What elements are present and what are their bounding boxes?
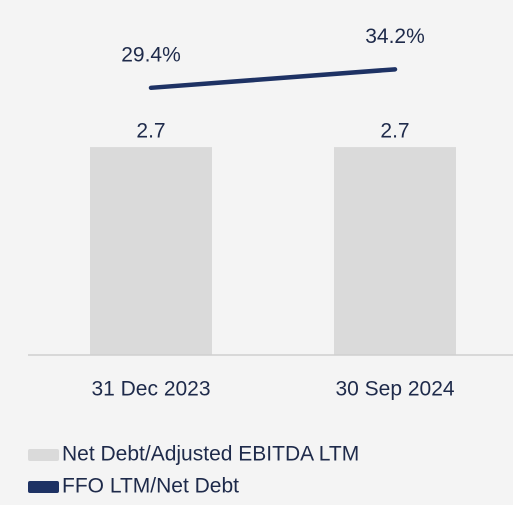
line bbox=[148, 67, 398, 91]
bar-value-label: 2.7 bbox=[380, 120, 409, 143]
line-value-label: 29.4% bbox=[121, 43, 181, 66]
x-tick-label: 30 Sep 2024 bbox=[335, 378, 454, 401]
x-tick-label: 31 Dec 2023 bbox=[91, 378, 210, 401]
bar bbox=[334, 147, 456, 355]
bar-value-label: 2.7 bbox=[136, 120, 165, 143]
legend-label: Net Debt/Adjusted EBITDA LTM bbox=[62, 443, 359, 466]
legend-swatch bbox=[28, 481, 59, 493]
legend-label: FFO LTM/Net Debt bbox=[62, 475, 239, 498]
line-value-label: 34.2% bbox=[365, 25, 425, 48]
bar bbox=[90, 147, 212, 355]
legend-swatch bbox=[28, 449, 59, 461]
